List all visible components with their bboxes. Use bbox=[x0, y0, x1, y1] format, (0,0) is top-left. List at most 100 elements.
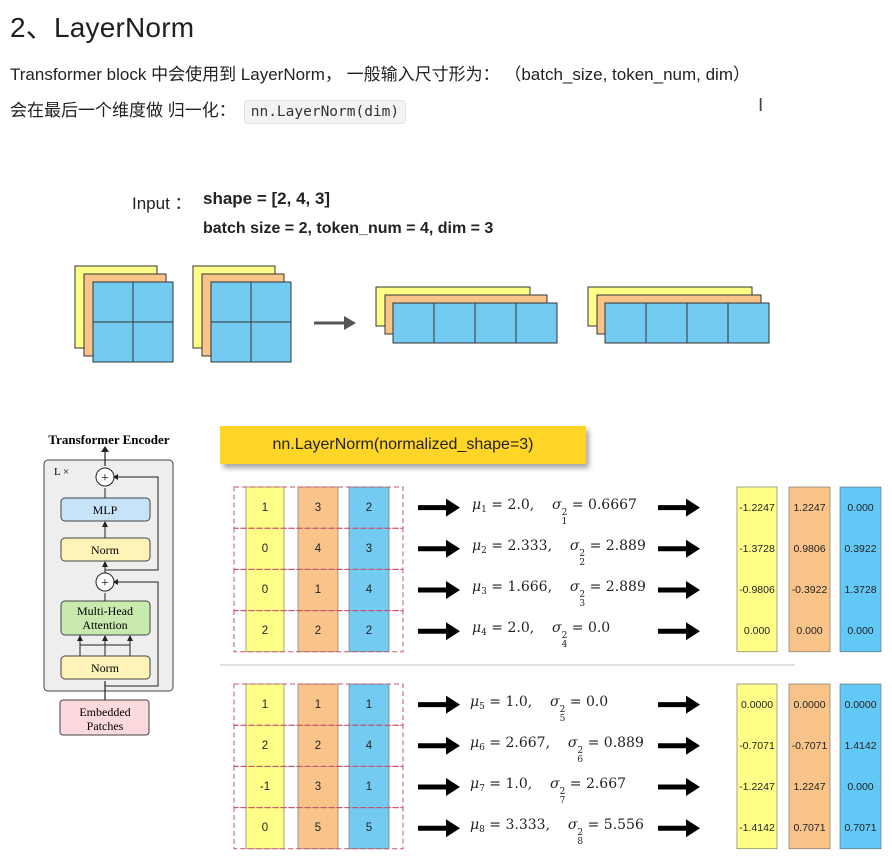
intro-paragraph: Transformer block 中会使用到 LayerNorm， 一般输入尺… bbox=[10, 65, 750, 84]
layernorm-banner: nn.LayerNorm(normalized_shape=3) bbox=[220, 426, 586, 464]
input-cell: 4 bbox=[365, 739, 373, 752]
var-index: 2 bbox=[579, 557, 586, 568]
mu-index: 7 bbox=[479, 784, 485, 794]
normalize-paragraph: 会在最后一个维度做 归一化： nn.LayerNorm(dim) bbox=[10, 96, 407, 124]
output-cell: 0.000 bbox=[847, 501, 874, 514]
input-cell: 2 bbox=[314, 739, 322, 752]
row-dashed-box bbox=[233, 683, 404, 726]
input-cell: 1 bbox=[314, 584, 322, 596]
input-cell: 0 bbox=[261, 584, 269, 596]
arrow-right-icon bbox=[418, 819, 460, 838]
shape-line: shape = [2, 4, 3] bbox=[203, 189, 331, 208]
arrow-right-icon bbox=[658, 778, 700, 796]
input-cell: 2 bbox=[261, 625, 269, 638]
output-cell: -0.9806 bbox=[739, 584, 775, 596]
output-cell: 0.0000 bbox=[793, 698, 826, 711]
arrow-right-icon bbox=[418, 539, 460, 558]
arrow-right-icon bbox=[418, 695, 460, 714]
mlp-block: MLP bbox=[93, 503, 118, 517]
input-cell: 4 bbox=[314, 542, 322, 555]
input-cell: 1 bbox=[261, 698, 269, 711]
input-cell: 2 bbox=[365, 501, 373, 514]
output-column bbox=[736, 683, 778, 850]
var-value: 0.889 bbox=[603, 734, 644, 751]
output-cell: 0.000 bbox=[847, 625, 874, 638]
output-cell: -1.3728 bbox=[739, 542, 775, 555]
var-index: 6 bbox=[577, 754, 584, 765]
var-index: 5 bbox=[559, 713, 566, 724]
var-value: 2.667 bbox=[585, 776, 627, 792]
square-stack-2 bbox=[192, 265, 292, 363]
input-cell: 3 bbox=[314, 501, 322, 514]
output-column bbox=[839, 486, 882, 653]
output-cell: 0.000 bbox=[847, 781, 874, 793]
input-cell: 3 bbox=[365, 542, 373, 555]
output-cell: 0.000 bbox=[796, 625, 823, 638]
output-cell: 1.2247 bbox=[793, 501, 826, 514]
arrow-right-icon bbox=[658, 581, 700, 599]
input-cell: 2 bbox=[365, 625, 373, 638]
output-cell: 0.7071 bbox=[844, 822, 877, 835]
output-cell: -0.3922 bbox=[791, 584, 828, 596]
mu-value: 2.667 bbox=[505, 734, 546, 751]
attention-label-2: Attention bbox=[82, 618, 127, 632]
transformer-encoder-diagram: Transformer Encoder L × + MLP Norm + Mul… bbox=[43, 432, 174, 736]
output-cell: 1.2247 bbox=[793, 781, 826, 793]
input-cell: -1 bbox=[259, 781, 271, 793]
output-column bbox=[736, 486, 778, 653]
inline-code: nn.LayerNorm(dim) bbox=[243, 100, 407, 124]
output-cell: 1.3728 bbox=[844, 584, 877, 596]
arrow-icon bbox=[314, 316, 356, 330]
square-stack-1 bbox=[74, 265, 174, 363]
var-value: 2.889 bbox=[605, 537, 646, 554]
mu-index: 6 bbox=[479, 742, 485, 753]
row-dashed-box bbox=[233, 765, 404, 809]
page-title: 2、LayerNorm bbox=[10, 12, 195, 43]
row-dashed-box bbox=[233, 568, 404, 612]
mu-index: 5 bbox=[479, 701, 485, 712]
flat-stack-2 bbox=[587, 286, 770, 344]
var-index: 7 bbox=[559, 796, 566, 806]
input-cell: 5 bbox=[365, 822, 373, 835]
input-cell: 4 bbox=[365, 584, 373, 596]
var-index: 4 bbox=[561, 640, 568, 651]
mu-value: 2.0 bbox=[507, 496, 530, 513]
patches-label-2: Patches bbox=[87, 719, 124, 733]
mu-index: 8 bbox=[479, 825, 485, 836]
output-cell: -1.4142 bbox=[739, 822, 775, 835]
input-cell: 2 bbox=[314, 625, 322, 638]
norm-bottom-block: Norm bbox=[91, 661, 120, 675]
output-column bbox=[839, 683, 882, 850]
arrow-right-icon bbox=[418, 581, 460, 599]
mu-value: 1.666 bbox=[507, 579, 548, 595]
mu-index: 3 bbox=[481, 587, 487, 597]
sizes-line: batch size = 2, token_num = 4, dim = 3 bbox=[203, 220, 494, 237]
var-value: 0.0 bbox=[585, 693, 609, 710]
norm-top-block: Norm bbox=[91, 543, 120, 557]
arrow-right-icon bbox=[418, 498, 460, 517]
encoder-title: Transformer Encoder bbox=[48, 432, 169, 447]
input-cell: 1 bbox=[365, 781, 373, 793]
output-cell: -0.7071 bbox=[791, 739, 828, 752]
mu-value: 2.0 bbox=[507, 620, 530, 637]
arrow-right-icon bbox=[658, 695, 700, 714]
mu-value: 3.333 bbox=[505, 817, 546, 834]
arrow-right-icon bbox=[658, 498, 700, 517]
var-value: 2.889 bbox=[605, 579, 646, 595]
input-cell: 0 bbox=[261, 822, 269, 835]
output-cell: -1.2247 bbox=[739, 501, 775, 514]
output-cell: 0.0000 bbox=[740, 698, 774, 711]
arrow-right-icon bbox=[658, 539, 700, 558]
input-label: Input ： bbox=[132, 194, 192, 213]
output-cell: 0.0000 bbox=[844, 698, 877, 711]
mu-index: 4 bbox=[481, 628, 487, 639]
var-value: 0.6667 bbox=[587, 496, 637, 513]
